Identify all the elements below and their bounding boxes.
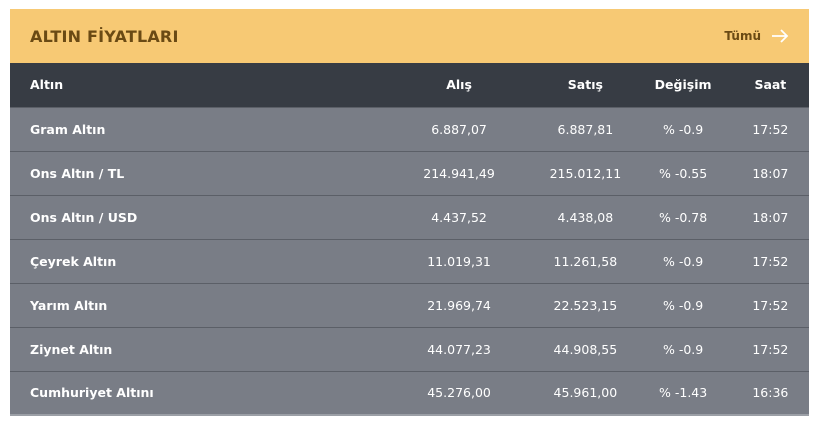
row-label: Gram Altın (30, 121, 106, 137)
table-head: Altın Alış Satış Değişim Saat (10, 63, 809, 107)
cell: 22.523,15 (553, 297, 618, 313)
cell: 6.887,07 (431, 121, 487, 137)
table-row: Çeyrek Altın 11.019,31 11.261,58 % -0.9 17:5… (10, 239, 809, 283)
cell: % -0.78 (659, 209, 708, 225)
table-row: Cumhuriyet Altını 45.276,00 45.961,00 % -1.… (10, 371, 809, 415)
cell: 215.012,11 (549, 165, 622, 181)
cell: % -0.55 (659, 165, 708, 181)
table-body: Gram Altın 6.887,07 6.887,81 % -0.9 17:52 Ons… (10, 107, 809, 415)
see-all-link[interactable]: Tümü (724, 29, 789, 43)
row-label: Ons Altın / USD (30, 209, 138, 225)
table-row: Yarım Altın 21.969,74 22.523,15 % -0.9 17:52 (10, 283, 809, 327)
cell: 4.438,08 (557, 209, 614, 225)
cell: % -1.43 (659, 385, 708, 401)
cell: % -0.9 (662, 297, 704, 313)
column-header: Altın (30, 77, 64, 93)
prices-table: Altın Alış Satış Değişim Saat Gram Altın 6.88… (10, 63, 809, 416)
cell: 4.437,52 (431, 209, 487, 225)
cell: 18:07 (752, 165, 789, 181)
header-row: Altın Alış Satış Değişim Saat (10, 63, 809, 107)
cell: % -0.9 (662, 121, 704, 137)
row-label: Ons Altın / TL (30, 165, 125, 181)
cell: 21.969,74 (427, 297, 491, 313)
cell: 45.276,00 (427, 385, 491, 401)
panel-header: ALTIN FİYATLARI Tümü (10, 9, 809, 63)
column-header: Satış (567, 77, 603, 93)
see-all-text[interactable]: Tümü (724, 29, 761, 43)
cell: 214.941,49 (423, 165, 495, 181)
cell: 16:36 (752, 385, 789, 401)
cell: 17:52 (752, 253, 789, 269)
row-label: Cumhuriyet Altını (30, 385, 154, 401)
cell: 17:52 (752, 121, 789, 137)
table-row: Ons Altın / USD 4.437,52 4.438,08 % -0.78 18… (10, 195, 809, 239)
row-label: Ziynet Altın (30, 341, 113, 357)
row-label: Çeyrek Altın (30, 253, 117, 269)
column-header: Değişim (654, 77, 712, 93)
gold-prices-panel: ALTIN FİYATLARI Tümü Altın Alış Satış Değiş… (10, 9, 809, 416)
cell: % -0.9 (662, 341, 704, 357)
table-row: Gram Altın 6.887,07 6.887,81 % -0.9 17:52 (10, 107, 809, 151)
panel-title: ALTIN FİYATLARI (30, 26, 179, 46)
cell: 11.261,58 (553, 253, 618, 269)
cell: 17:52 (752, 341, 789, 357)
cell: 18:07 (752, 209, 789, 225)
row-label: Yarım Altın (30, 297, 108, 313)
cell: 44.077,23 (427, 341, 491, 357)
table-row: Ziynet Altın 44.077,23 44.908,55 % -0.9 17:5… (10, 327, 809, 371)
table-row: Ons Altın / TL 214.941,49 215.012,11 % -0.5… (10, 151, 809, 195)
arrow-icon (772, 29, 789, 43)
cell: 45.961,00 (553, 385, 618, 401)
column-header: Alış (446, 77, 472, 93)
cell: 11.019,31 (427, 253, 491, 269)
column-header: Saat (754, 77, 787, 93)
cell: 17:52 (752, 297, 789, 313)
cell: 44.908,55 (553, 341, 618, 357)
cell: % -0.9 (662, 253, 704, 269)
cell: 6.887,81 (557, 121, 614, 137)
